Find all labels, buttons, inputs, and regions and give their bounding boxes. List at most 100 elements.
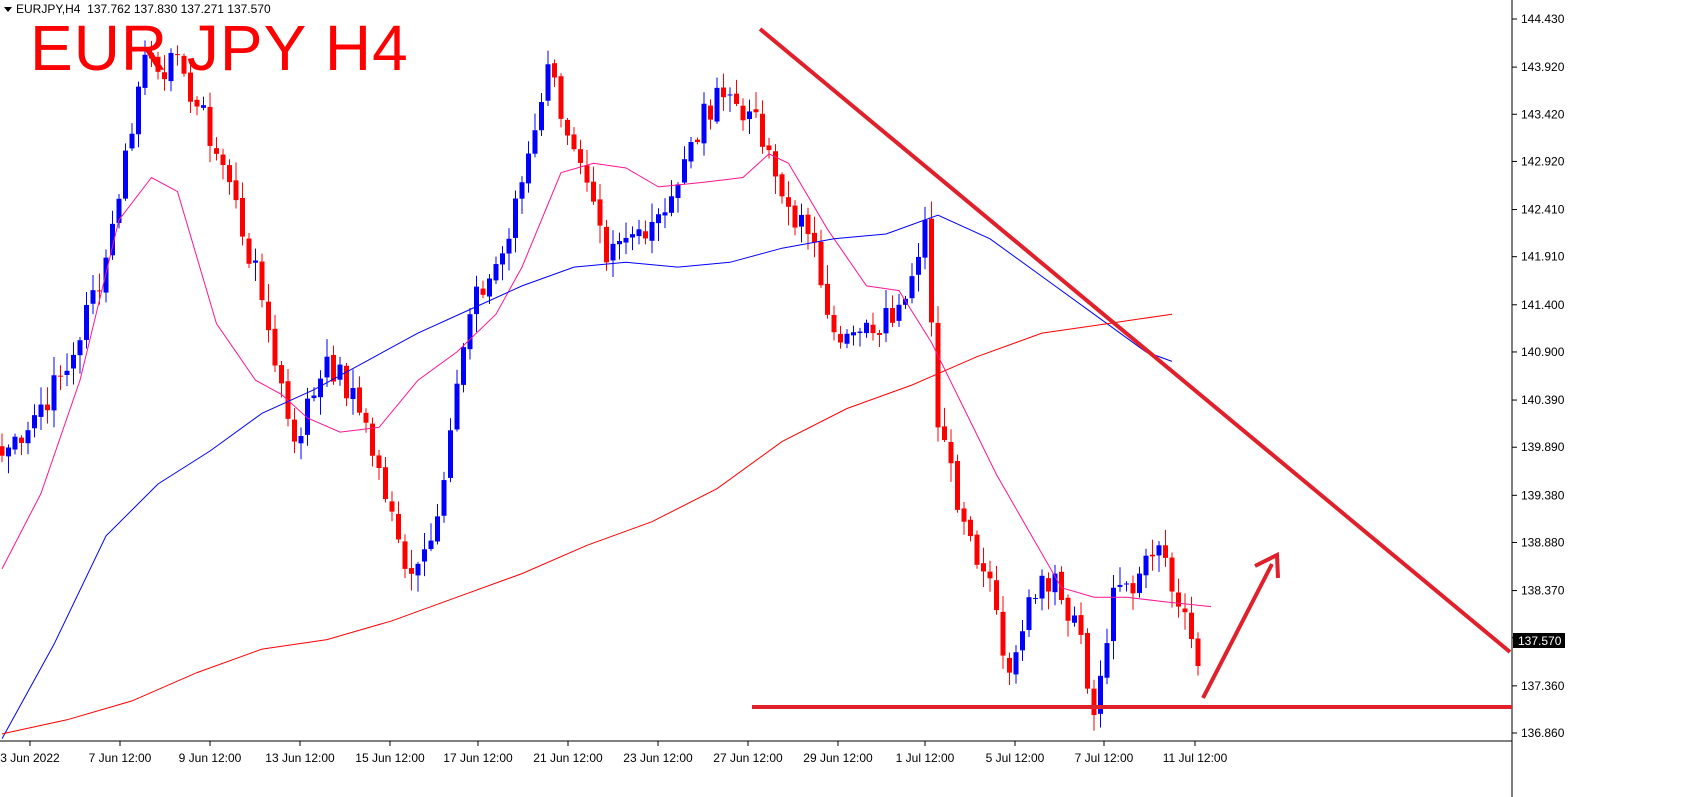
bull-candle	[799, 214, 804, 227]
x-tick-label: 13 Jun 12:00	[265, 751, 335, 765]
bull-candle	[688, 142, 694, 162]
bull-candle	[922, 219, 928, 258]
symbol-label: EURJPY,H4	[16, 2, 81, 16]
bull-candle	[487, 278, 492, 297]
bull-candle	[896, 304, 902, 321]
bull-candle	[350, 387, 356, 400]
bull-candle	[513, 198, 518, 238]
bear-candle	[1163, 545, 1168, 558]
symbol-header: EURJPY,H4 137.762 137.830 137.271 137.57…	[4, 2, 271, 16]
bull-candle	[110, 223, 115, 256]
bear-candle	[890, 308, 895, 323]
bull-candle	[623, 237, 629, 243]
bull-candle	[682, 159, 687, 183]
bull-candle	[1039, 575, 1045, 599]
bull-candle	[253, 260, 258, 263]
bear-candle	[935, 322, 941, 428]
bull-candle	[747, 111, 752, 120]
y-tick-label: 144.430	[1521, 12, 1565, 26]
bear-candle	[1007, 657, 1012, 673]
bull-candle	[526, 153, 531, 184]
bull-candle	[669, 196, 674, 213]
bear-candle	[591, 181, 596, 202]
bull-candle	[337, 364, 343, 380]
bear-candle	[357, 387, 362, 413]
bear-candle	[214, 148, 219, 154]
current-price-label: 137.570	[1518, 634, 1562, 648]
ohlc-readout: 137.762 137.830 137.271 137.570	[87, 2, 271, 16]
bull-candle	[493, 264, 499, 281]
x-tick-label: 3 Jun 2022	[0, 751, 60, 765]
bear-candle	[1182, 608, 1188, 613]
y-tick-label: 136.860	[1521, 726, 1565, 740]
bear-candle	[279, 365, 284, 384]
bull-candle	[324, 356, 330, 378]
bull-candle	[25, 430, 31, 444]
bear-candle	[831, 314, 837, 333]
bull-candle	[90, 290, 96, 304]
bull-candle	[415, 563, 421, 576]
bear-candle	[162, 72, 167, 80]
bull-candle	[617, 240, 622, 245]
bear-candle	[766, 145, 772, 151]
bull-candle	[1111, 587, 1116, 642]
x-tick-label: 15 Jun 12:00	[355, 751, 425, 765]
bear-candle	[396, 513, 401, 540]
bear-candle	[409, 568, 414, 574]
y-tick-label: 137.360	[1521, 679, 1565, 693]
y-tick-label: 139.890	[1521, 440, 1565, 454]
x-tick-label: 9 Jun 12:00	[179, 751, 242, 765]
bull-candle	[1124, 583, 1129, 585]
bear-candle	[227, 165, 232, 183]
bull-candle	[1104, 643, 1110, 678]
bear-candle	[207, 106, 213, 146]
bear-candle	[818, 241, 824, 286]
x-tick-label: 17 Jun 12:00	[443, 751, 513, 765]
bear-candle	[45, 404, 50, 411]
bear-candle	[1189, 612, 1194, 640]
bull-candle	[1098, 675, 1103, 714]
bear-candle	[402, 541, 408, 569]
bull-candle	[136, 86, 141, 135]
bull-candle	[506, 238, 512, 254]
bear-candle	[643, 231, 648, 239]
bull-candle	[662, 212, 668, 216]
bull-candle	[467, 314, 473, 350]
moving-average-line	[1, 313, 1173, 735]
bear-candle	[1176, 592, 1181, 607]
dropdown-triangle-icon[interactable]	[4, 7, 12, 13]
bull-candle	[1026, 597, 1032, 630]
bear-candle	[584, 165, 590, 183]
bull-candle	[851, 332, 856, 336]
bull-candle	[1033, 598, 1038, 600]
bear-candle	[246, 238, 252, 264]
bear-candle	[773, 151, 778, 177]
bear-candle	[376, 455, 382, 469]
bear-candle	[1130, 583, 1136, 594]
bear-candle	[760, 113, 765, 147]
up-arrow-shaft	[1201, 563, 1274, 699]
bull-candle	[909, 276, 915, 299]
bear-candle	[948, 441, 954, 464]
bear-candle	[240, 197, 245, 237]
bull-candle	[727, 94, 733, 96]
x-tick-label: 23 Jun 12:00	[623, 751, 693, 765]
bear-candle	[181, 55, 187, 74]
bear-candle	[786, 197, 791, 207]
bull-candle	[1143, 555, 1149, 576]
y-tick-label: 139.380	[1521, 488, 1565, 502]
bear-candle	[740, 105, 746, 121]
y-tick-label: 140.900	[1521, 345, 1565, 359]
bear-candle	[1000, 611, 1006, 656]
bear-candle	[292, 419, 297, 442]
bull-candle	[142, 54, 148, 88]
bull-candle	[675, 184, 681, 199]
bear-candle	[0, 446, 5, 456]
bear-candle	[877, 333, 882, 335]
bear-candle	[175, 54, 180, 56]
y-tick-label: 138.370	[1521, 584, 1565, 598]
bear-candle	[955, 460, 960, 510]
x-tick-label: 7 Jul 12:00	[1075, 751, 1134, 765]
bull-candle	[916, 256, 921, 275]
